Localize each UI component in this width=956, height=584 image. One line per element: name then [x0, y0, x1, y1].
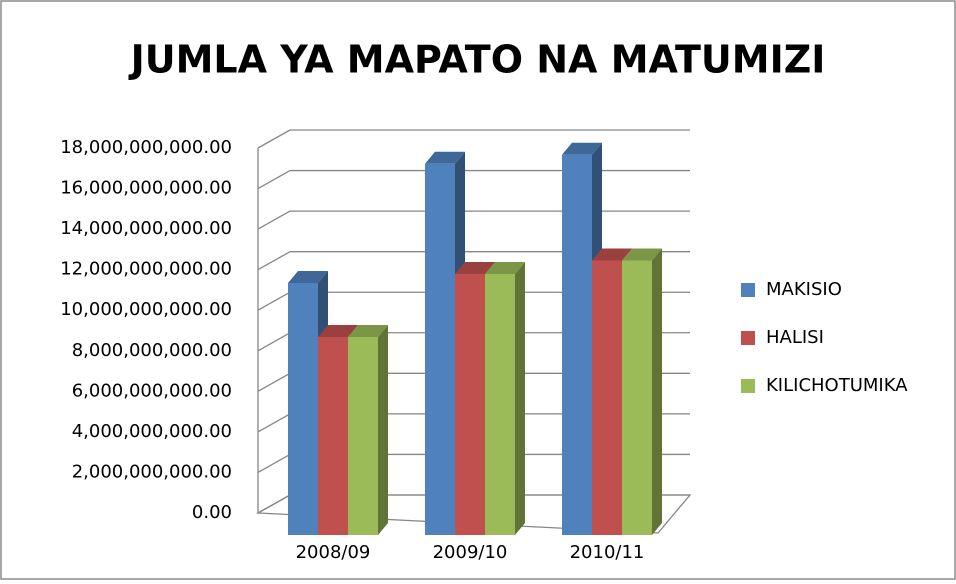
y-tick-label: 18,000,000,000.00	[60, 137, 232, 158]
y-tick-label: 6,000,000,000.00	[72, 380, 232, 401]
grid-line	[257, 291, 291, 311]
bar-top	[562, 142, 602, 155]
bar-side	[515, 262, 525, 535]
bar	[622, 260, 652, 535]
bar	[318, 337, 348, 535]
y-tick-label: 10,000,000,000.00	[60, 299, 232, 320]
grid-line	[257, 129, 291, 149]
grid-line	[257, 453, 291, 474]
y-tick-label: 12,000,000,000.00	[60, 259, 232, 280]
bar-top	[318, 325, 358, 337]
grid-line	[257, 332, 291, 352]
bar-top	[455, 262, 495, 274]
bar	[348, 337, 378, 535]
bar	[288, 283, 318, 535]
bar-side	[652, 248, 662, 535]
x-tick-label: 2008/09	[296, 542, 371, 563]
y-tick-label: 14,000,000,000.00	[60, 218, 232, 239]
bar	[562, 154, 592, 535]
legend-label: HALISI	[766, 327, 824, 348]
grid-line	[257, 169, 291, 190]
x-tick-label: 2009/10	[433, 542, 508, 563]
chart-title: JUMLA YA MAPATO NA MATUMIZI	[128, 38, 826, 82]
grid-line	[257, 210, 291, 230]
y-tick-label: 4,000,000,000.00	[72, 421, 232, 442]
bar-top	[348, 325, 388, 337]
bar	[485, 274, 515, 535]
bar-top	[592, 248, 632, 261]
grid-line	[257, 372, 291, 392]
grid-line	[257, 494, 291, 514]
legend-label: MAKISIO	[766, 279, 842, 300]
legend-swatch	[741, 379, 755, 393]
bar-top	[622, 248, 662, 261]
y-tick-label: 0.00	[192, 502, 232, 523]
y-tick-label: 8,000,000,000.00	[72, 340, 232, 361]
legend-label: KILICHOTUMIKA	[766, 375, 908, 396]
bar	[592, 260, 622, 535]
bar	[425, 163, 455, 535]
legend-swatch	[741, 331, 755, 345]
bar-side	[378, 325, 388, 535]
x-tick-label: 2010/11	[570, 542, 645, 563]
bar	[455, 274, 485, 535]
bar-top	[288, 271, 328, 283]
y-tick-label: 2,000,000,000.00	[72, 461, 232, 482]
bar-top	[425, 151, 465, 164]
grid-line	[257, 413, 291, 433]
grid-line	[257, 251, 291, 271]
legend-swatch	[741, 283, 755, 297]
bar-top	[485, 262, 525, 274]
y-tick-label: 16,000,000,000.00	[60, 178, 232, 199]
